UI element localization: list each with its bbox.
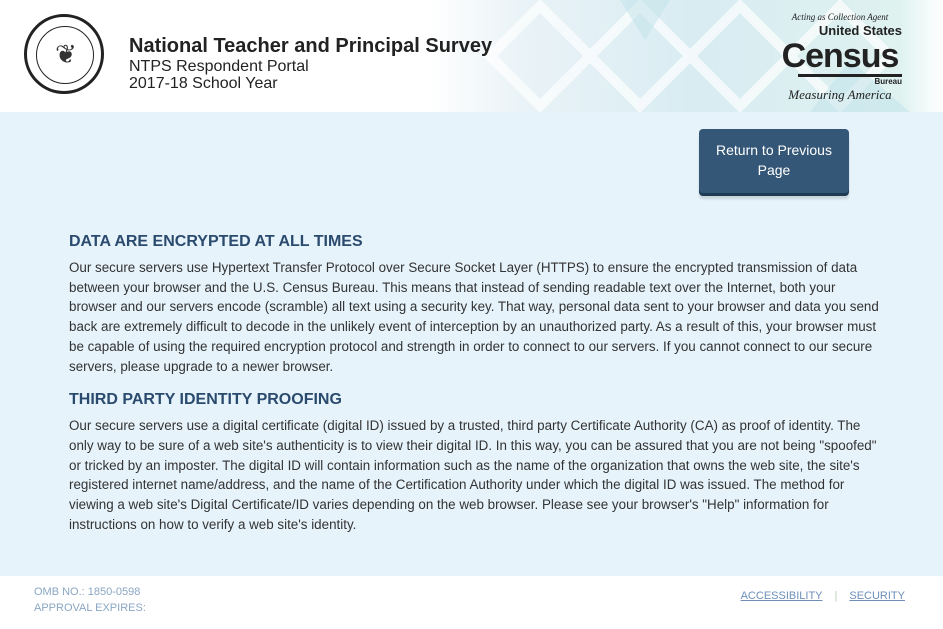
security-link[interactable]: SECURITY <box>849 590 905 602</box>
census-line1: United States <box>818 23 902 38</box>
omb-number: OMB NO.: 1850-0598 <box>34 586 141 598</box>
return-to-previous-page-button[interactable]: Return to Previous Page <box>699 129 849 193</box>
department-of-education-seal: ❦ <box>24 14 104 94</box>
header-background-pattern <box>482 0 910 112</box>
census-line2: Census <box>781 37 900 75</box>
link-separator: | <box>834 590 838 602</box>
census-slogan: Measuring America <box>788 87 892 102</box>
school-year: 2017-18 School Year <box>129 75 278 92</box>
census-bureau-logo: Acting as Collection Agent United States… <box>778 12 902 103</box>
section-heading: DATA ARE ENCRYPTED AT ALL TIMES <box>69 233 363 250</box>
section-body: Our secure servers use a digital certifi… <box>69 418 877 532</box>
section-body: Our secure servers use Hypertext Transfe… <box>69 260 879 374</box>
section-heading: THIRD PARTY IDENTITY PROOFING <box>69 391 342 409</box>
header: ❦ National Teacher and Principal Survey … <box>0 0 943 112</box>
survey-title: National Teacher and Principal Survey <box>129 35 493 57</box>
census-tagline: Acting as Collection Agent <box>791 12 889 22</box>
portal-subtitle: NTPS Respondent Portal <box>129 58 309 75</box>
census-line3: Bureau <box>798 74 902 87</box>
accessibility-link[interactable]: ACCESSIBILITY <box>740 590 823 602</box>
approval-expires: APPROVAL EXPIRES: <box>34 602 146 614</box>
main-content: Return to Previous Page <box>0 112 943 576</box>
footer: OMB NO.: 1850-0598 APPROVAL EXPIRES: ACC… <box>0 576 943 629</box>
